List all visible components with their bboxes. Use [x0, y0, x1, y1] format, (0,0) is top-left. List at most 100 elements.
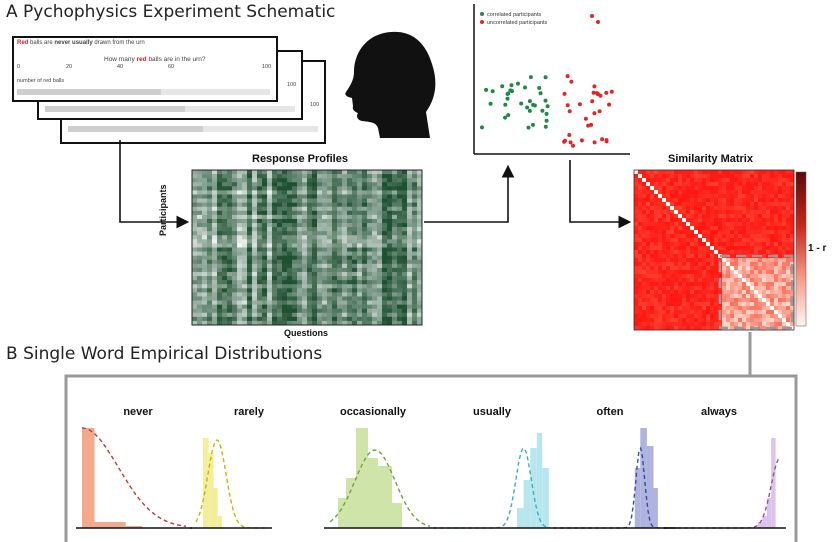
heatmap-cell [327, 231, 333, 236]
matrix-cell [790, 210, 795, 215]
matrix-cell [634, 258, 639, 263]
matrix-cell [634, 170, 639, 175]
matrix-cell [698, 190, 703, 195]
heatmap-cell [297, 235, 303, 240]
heatmap-cell [327, 312, 333, 318]
matrix-cell [734, 214, 739, 219]
matrix-cell [766, 310, 771, 315]
heatmap-cell [402, 284, 408, 289]
matrix-cell [738, 258, 743, 263]
heatmap-cell [317, 243, 323, 248]
matrix-cell [746, 318, 751, 323]
matrix-cell [670, 314, 675, 319]
matrix-cell [710, 242, 715, 247]
heatmap-cell [327, 218, 333, 224]
heatmap-cell [282, 288, 288, 293]
matrix-cell [770, 170, 775, 175]
heatmap-cell [282, 276, 288, 281]
heatmap-cell [317, 210, 323, 216]
heatmap-cell [212, 174, 218, 179]
matrix-cell [662, 214, 667, 219]
matrix-cell [670, 258, 675, 263]
matrix-cell [754, 226, 759, 231]
matrix-cell [738, 194, 743, 199]
matrix-cell [642, 302, 647, 307]
heatmap-cell [307, 259, 313, 265]
heatmap-cell [332, 247, 338, 252]
heatmap-cell [382, 284, 388, 289]
matrix-cell [730, 186, 735, 191]
heatmap-cell [202, 288, 208, 293]
matrix-cell [690, 174, 695, 179]
heatmap-cell [397, 239, 403, 244]
heatmap-cell [332, 296, 338, 301]
heatmap-cell [272, 304, 278, 309]
heatmap-cell [217, 255, 223, 261]
matrix-cell [738, 210, 743, 215]
heatmap-cell [372, 174, 378, 179]
heatmap-cell [232, 304, 238, 309]
matrix-cell [774, 230, 779, 235]
matrix-cell [682, 302, 687, 307]
heatmap-cell [407, 247, 413, 252]
heatmap-cell [217, 182, 223, 187]
heatmap-cell [387, 170, 393, 175]
heatmap-cell [342, 210, 348, 216]
matrix-cell [662, 226, 667, 231]
matrix-cell [690, 254, 695, 259]
matrix-cell [686, 222, 691, 227]
heatmap-cell [272, 218, 278, 224]
matrix-cell [738, 190, 743, 195]
heatmap-cell [362, 174, 368, 179]
matrix-cell [726, 274, 731, 279]
heatmap-cell [387, 210, 393, 216]
heatmap-cell [212, 304, 218, 309]
matrix-cell [786, 310, 791, 315]
heatmap-cell [342, 296, 348, 301]
heatmap-cell [192, 214, 198, 220]
heatmap-cell [252, 227, 258, 232]
matrix-cell [638, 266, 643, 271]
scatter-point-correlated [543, 75, 548, 80]
heatmap-cell [322, 243, 328, 248]
matrix-cell [790, 258, 795, 263]
matrix-cell [638, 246, 643, 251]
heatmap-cell [332, 276, 338, 281]
heatmap-cell [232, 227, 238, 232]
matrix-cell [690, 210, 695, 215]
heatmap-cell [332, 194, 338, 199]
matrix-cell [766, 190, 771, 195]
matrix-cell [662, 322, 667, 327]
heatmap-cell [267, 296, 273, 301]
matrix-cell [746, 306, 751, 311]
matrix-cell [690, 282, 695, 287]
matrix-cell [770, 318, 775, 323]
matrix-cell [698, 302, 703, 307]
matrix-cell [778, 242, 783, 247]
heatmap-cell [197, 255, 203, 261]
matrix-cell [682, 250, 687, 255]
red-balls-slider[interactable] [17, 89, 270, 95]
heatmap-cell [292, 320, 298, 326]
matrix-cell [706, 318, 711, 323]
heatmap-cell [267, 259, 273, 265]
heatmap-cell [277, 190, 283, 195]
heatmap-cell [217, 210, 223, 216]
matrix-cell [698, 234, 703, 239]
matrix-cell [746, 294, 751, 299]
heatmap-cell [327, 239, 333, 244]
matrix-cell [730, 282, 735, 287]
matrix-cell [742, 190, 747, 195]
matrix-cell [642, 174, 647, 179]
matrix-cell [666, 230, 671, 235]
heatmap-cell [397, 223, 403, 228]
matrix-cell [750, 306, 755, 311]
matrix-cell [770, 258, 775, 263]
heatmap-cell [357, 214, 363, 220]
matrix-cell [742, 210, 747, 215]
matrix-cell [750, 222, 755, 227]
heatmap-cell [372, 308, 378, 314]
heatmap-cell [282, 300, 288, 305]
heatmap-cell [352, 190, 358, 195]
matrix-cell [634, 274, 639, 279]
